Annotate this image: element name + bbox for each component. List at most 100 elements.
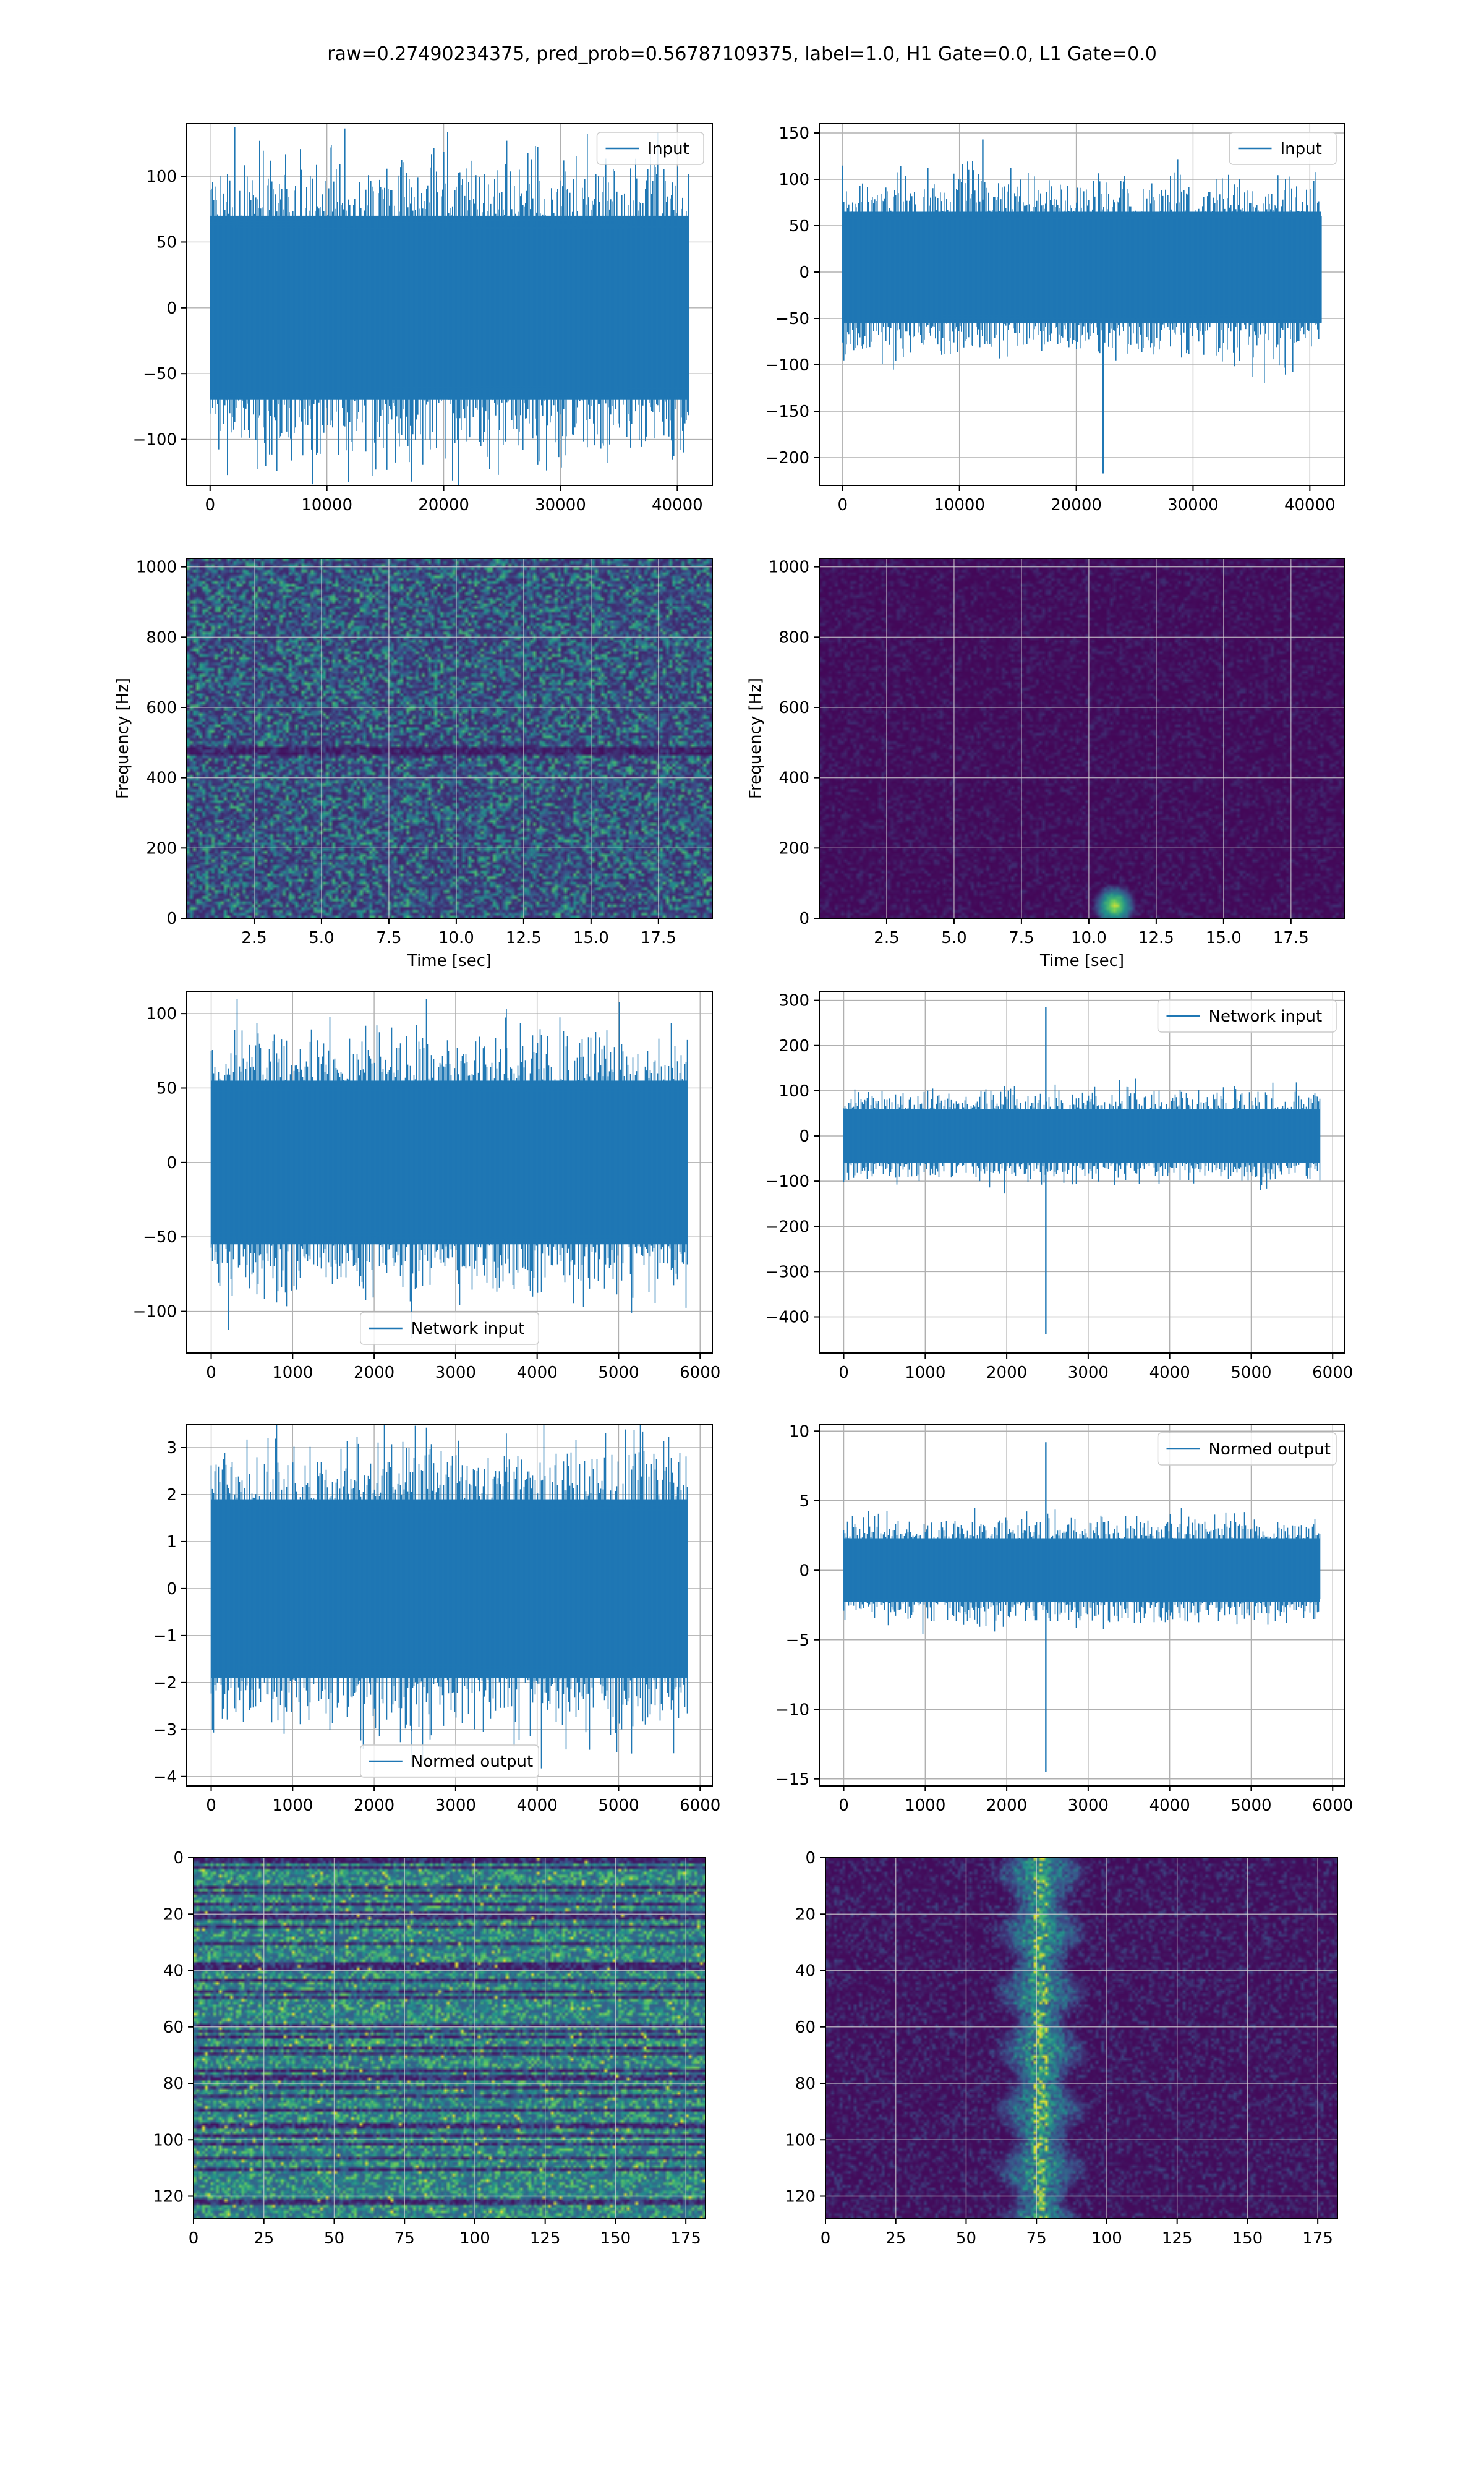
x-tick-label: 125 bbox=[1162, 2229, 1193, 2248]
x-tick-label: 50 bbox=[956, 2229, 976, 2248]
x-tick-label: 7.5 bbox=[376, 929, 401, 947]
y-tick-label: 10 bbox=[789, 1422, 809, 1441]
x-tick-label: 2000 bbox=[986, 1796, 1027, 1815]
legend-box bbox=[360, 1744, 539, 1778]
y-tick-label: 100 bbox=[778, 1082, 809, 1101]
y-tick-label: 100 bbox=[146, 1005, 177, 1023]
legend-label: Normed output bbox=[1209, 1440, 1331, 1459]
y-tick-label: 50 bbox=[789, 217, 809, 236]
y-tick-label: 60 bbox=[795, 2018, 816, 2037]
x-tick-label: 25 bbox=[885, 2229, 906, 2248]
legend: Normed output bbox=[1157, 1432, 1337, 1466]
x-tick-label: 25 bbox=[254, 2229, 274, 2248]
x-tick-label: 2.5 bbox=[874, 929, 899, 947]
x-tick-label: 5000 bbox=[1230, 1364, 1271, 1382]
chart-l1-feature-map: 0 25 50 75 100 125 150 175 0 20 40 60 80 100 120 bbox=[785, 1849, 1338, 2248]
chart-l1-network-input: 0 1000 2000 3000 4000 5000 6000−400−300−200−10… bbox=[765, 991, 1353, 1382]
y-tick-label: 120 bbox=[153, 2188, 184, 2206]
axes-frame bbox=[186, 123, 713, 486]
x-tick-label: 3000 bbox=[435, 1364, 476, 1382]
y-tick-label: −50 bbox=[143, 365, 177, 383]
y-tick-label: 1000 bbox=[769, 558, 809, 577]
y-tick-label: −15 bbox=[775, 1770, 809, 1789]
chart-h1-input: 0 10000 20000 30000 40000 −100 −50 0 50 100 Input bbox=[133, 123, 713, 514]
y-tick-label: −400 bbox=[765, 1308, 809, 1327]
x-tick-label: 10.0 bbox=[1071, 929, 1107, 947]
x-tick-label: 10000 bbox=[301, 496, 352, 514]
x-tick-label: 5000 bbox=[598, 1796, 639, 1815]
y-tick-label: 40 bbox=[795, 1962, 816, 1981]
axes-frame bbox=[819, 123, 1345, 486]
x-tick-label: 5000 bbox=[1230, 1796, 1271, 1815]
x-tick-label: 2000 bbox=[354, 1796, 394, 1815]
y-tick-label: −50 bbox=[143, 1228, 177, 1247]
axes-frame bbox=[819, 1424, 1345, 1787]
x-axis-label: Time [sec] bbox=[1039, 952, 1124, 970]
y-tick-label: −100 bbox=[133, 431, 177, 450]
x-tick-label: 4000 bbox=[517, 1364, 558, 1382]
x-tick-label: 5.0 bbox=[941, 929, 966, 947]
x-axis-label: Time [sec] bbox=[407, 952, 492, 970]
y-tick-label: 100 bbox=[785, 2131, 816, 2149]
legend-label: Network input bbox=[1209, 1007, 1323, 1026]
y-tick-label: 0 bbox=[799, 1127, 809, 1146]
y-tick-label: 20 bbox=[163, 1905, 184, 1924]
x-tick-label: 4000 bbox=[1149, 1364, 1190, 1382]
x-tick-label: 175 bbox=[670, 2229, 701, 2248]
x-tick-label: 17.5 bbox=[641, 929, 676, 947]
y-tick-label: −1 bbox=[153, 1627, 177, 1646]
legend: Normed output bbox=[360, 1744, 539, 1778]
x-tick-label: 15.0 bbox=[573, 929, 609, 947]
axes-frame bbox=[193, 1857, 706, 2219]
signal-line bbox=[210, 127, 689, 485]
y-tick-label: 400 bbox=[146, 769, 177, 788]
y-tick-label: 0 bbox=[166, 299, 177, 318]
x-tick-label: 1000 bbox=[905, 1796, 945, 1815]
plot-area bbox=[842, 139, 1322, 474]
y-tick-label: 0 bbox=[799, 1561, 809, 1580]
y-tick-label: 0 bbox=[166, 910, 177, 928]
y-tick-label: 3 bbox=[166, 1439, 177, 1458]
x-tick-label: 0 bbox=[821, 2229, 831, 2248]
y-tick-label: 0 bbox=[166, 1154, 177, 1172]
y-tick-label: 0 bbox=[173, 1849, 184, 1868]
y-tick-label: 200 bbox=[778, 839, 809, 858]
plot-area bbox=[843, 1007, 1321, 1334]
x-tick-label: 30000 bbox=[535, 496, 586, 514]
x-tick-label: 150 bbox=[600, 2229, 631, 2248]
signal-line bbox=[843, 1078, 1321, 1194]
x-tick-label: 20000 bbox=[1051, 496, 1102, 514]
y-tick-label: 1000 bbox=[136, 558, 177, 577]
y-tick-label: −200 bbox=[765, 1218, 809, 1236]
plot-area bbox=[210, 999, 688, 1338]
y-tick-label: 5 bbox=[799, 1492, 809, 1511]
legend-label: Normed output bbox=[411, 1752, 533, 1771]
x-tick-label: 12.5 bbox=[506, 929, 542, 947]
figure-title: raw=0.27490234375, pred_prob=0.567871093… bbox=[327, 43, 1157, 65]
legend-box bbox=[596, 132, 704, 165]
signal-line bbox=[210, 1424, 688, 1769]
y-tick-label: −10 bbox=[775, 1701, 809, 1719]
x-tick-label: 100 bbox=[1091, 2229, 1122, 2248]
x-tick-label: 0 bbox=[206, 1796, 216, 1815]
chart-h1-spectrogram: 2.5 5.0 7.5 10.0 12.5 15.0 17.5 0 200 400 600 800 10… bbox=[114, 558, 713, 970]
signal-line bbox=[210, 999, 688, 1338]
chart-h1-network-input: 0 1000 2000 3000 4000 5000 6000 −100 −50 0 50 100 Ne… bbox=[133, 991, 720, 1382]
x-tick-label: 15.0 bbox=[1206, 929, 1242, 947]
x-tick-label: 6000 bbox=[680, 1796, 720, 1815]
legend-box bbox=[360, 1312, 539, 1345]
x-tick-label: 2.5 bbox=[241, 929, 267, 947]
legend: Input bbox=[1229, 132, 1337, 165]
x-tick-label: 1000 bbox=[272, 1364, 313, 1382]
legend-box bbox=[1157, 1432, 1337, 1466]
heatmap-image bbox=[819, 558, 1345, 918]
x-tick-label: 17.5 bbox=[1273, 929, 1309, 947]
axes-frame bbox=[819, 558, 1345, 919]
signal-line bbox=[843, 1508, 1321, 1634]
chart-l1-spectrogram: 2.5 5.0 7.5 10.0 12.5 15.0 17.5 0 200 400 600 800 10… bbox=[746, 558, 1345, 970]
y-axis-label: Frequency [Hz] bbox=[746, 678, 765, 799]
legend: Network input bbox=[1157, 999, 1337, 1033]
legend: Input bbox=[596, 132, 704, 165]
x-tick-label: 6000 bbox=[1312, 1364, 1353, 1382]
